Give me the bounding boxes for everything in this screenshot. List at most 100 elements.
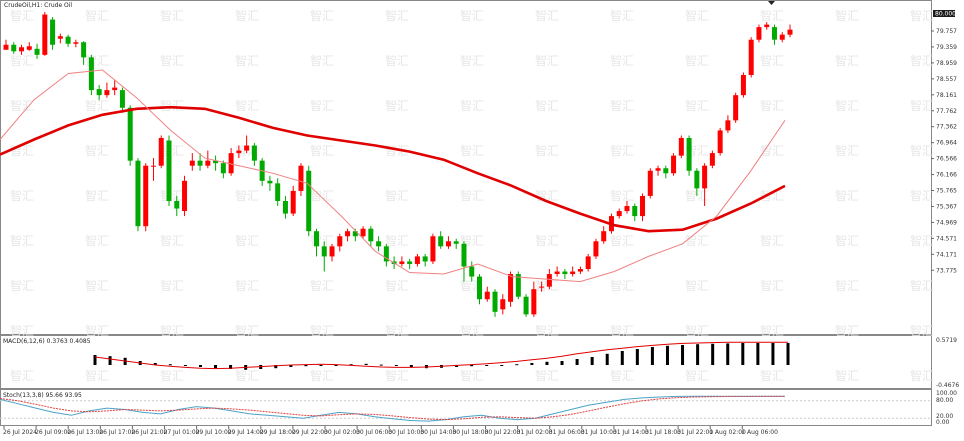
time-axis-label: 30 Jul 22:00 xyxy=(485,429,521,436)
watermark-text: 智汇 xyxy=(460,143,484,158)
candle-body xyxy=(220,163,226,174)
macd-histogram-bar xyxy=(711,343,715,365)
watermark-text: 智汇 xyxy=(85,98,109,113)
candle-body xyxy=(577,269,583,272)
watermark-text: 智汇 xyxy=(160,233,184,248)
stoch-axis-label: 20.00 xyxy=(936,413,953,420)
watermark-text: 智汇 xyxy=(385,278,409,293)
candle-body xyxy=(725,120,731,131)
watermark-text: 智汇 xyxy=(10,98,34,113)
price-axis-label: 78.959 xyxy=(936,60,957,67)
candle-body xyxy=(81,42,87,58)
macd-histogram-bar xyxy=(681,345,685,365)
watermark-text: 智汇 xyxy=(235,368,259,383)
watermark-text: 智汇 xyxy=(685,278,709,293)
time-axis-label: 30 Jul 10:00 xyxy=(388,429,424,436)
watermark-text: 智汇 xyxy=(460,53,484,68)
candle-body xyxy=(453,241,459,244)
watermark-text: 智汇 xyxy=(685,233,709,248)
candle-body xyxy=(104,90,110,96)
stochastic-panel[interactable] xyxy=(0,389,932,426)
watermark-text: 智汇 xyxy=(910,323,934,338)
watermark-text: 智汇 xyxy=(835,323,859,338)
candle-body xyxy=(150,165,156,167)
macd-histogram-bar xyxy=(560,361,564,365)
watermark-text: 智汇 xyxy=(160,98,184,113)
candle-body xyxy=(26,46,32,50)
macd-histogram-bar xyxy=(726,343,730,365)
watermark-text: 智汇 xyxy=(610,188,634,203)
candle-body xyxy=(57,36,63,39)
candle-body xyxy=(445,241,451,247)
macd-histogram-bar xyxy=(515,364,519,366)
candle-body xyxy=(407,261,413,264)
candle-body xyxy=(593,241,599,257)
price-axis-label: 77.762 xyxy=(936,108,957,115)
macd-histogram-bar xyxy=(289,365,293,367)
candle-body xyxy=(616,211,622,217)
watermark-text: 智汇 xyxy=(85,143,109,158)
watermark-text: 智汇 xyxy=(535,53,559,68)
watermark-text: 智汇 xyxy=(460,323,484,338)
price-axis-label: 76.566 xyxy=(936,156,957,163)
candle-body xyxy=(244,145,250,151)
candle-body xyxy=(376,241,382,247)
watermark-text: 智汇 xyxy=(760,368,784,383)
watermark-text: 智汇 xyxy=(535,8,559,23)
watermark-text: 智汇 xyxy=(160,368,184,383)
candle-body xyxy=(430,236,436,262)
candle-body xyxy=(632,206,638,217)
macd-histogram-bar xyxy=(168,364,172,366)
watermark-text: 智汇 xyxy=(910,188,934,203)
watermark-text: 智汇 xyxy=(610,143,634,158)
macd-histogram-bar xyxy=(304,365,308,367)
candle-body xyxy=(484,291,490,300)
macd-signal-line xyxy=(94,341,788,370)
watermark-text: 智汇 xyxy=(85,233,109,248)
watermark-text: 智汇 xyxy=(310,8,334,23)
macd-histogram-bar xyxy=(214,365,218,369)
watermark-text: 智汇 xyxy=(10,53,34,68)
candle-body xyxy=(702,165,708,189)
time-axis-label: 29 Jul 22:00 xyxy=(292,429,328,436)
macd-histogram-bar xyxy=(455,365,459,367)
candle-body xyxy=(19,47,25,52)
macd-series xyxy=(93,341,790,370)
watermark-text: 智汇 xyxy=(85,53,109,68)
watermark-text: 智汇 xyxy=(535,143,559,158)
watermark-text: 智汇 xyxy=(535,233,559,248)
macd-histogram-bar xyxy=(470,365,474,367)
price-axis-label: 74.969 xyxy=(936,219,957,226)
watermark-text: 智汇 xyxy=(610,53,634,68)
time-axis-label: 31 Jul 06:00 xyxy=(549,429,585,436)
watermark-text: 智汇 xyxy=(10,188,34,203)
macd-histogram-bar xyxy=(590,357,594,365)
macd-histogram-bar xyxy=(379,364,383,366)
macd-panel[interactable] xyxy=(0,335,932,389)
candle-body xyxy=(678,137,684,156)
time-axis-label: 31 Jul 22:00 xyxy=(677,429,713,436)
time-axis-label: 30 Jul 18:00 xyxy=(452,429,488,436)
stoch-label: Stoch(13,3,8) 95.66 93.95 xyxy=(3,392,82,399)
watermark-text: 智汇 xyxy=(910,368,934,383)
watermark-text: 智汇 xyxy=(910,8,934,23)
macd-histogram-bar xyxy=(229,365,233,369)
watermark-text: 智汇 xyxy=(235,278,259,293)
price-axis-label: 74.571 xyxy=(936,235,957,242)
watermark-text: 智汇 xyxy=(460,368,484,383)
axes: 79.757 79.359 78.959 78.557 78.161 77.762 77.3… xyxy=(3,28,959,436)
watermark-text: 智汇 xyxy=(760,98,784,113)
watermark-text: 智汇 xyxy=(85,8,109,23)
watermark-text: 智汇 xyxy=(310,188,334,203)
candle-body xyxy=(352,231,358,237)
candle-body xyxy=(267,180,273,184)
macd-histogram-bar xyxy=(500,365,504,366)
price-axis-label: 79.359 xyxy=(936,44,957,51)
candle-body xyxy=(383,246,389,262)
watermark-text: 智汇 xyxy=(310,53,334,68)
time-axis-label: 29 Jul 10:00 xyxy=(196,429,232,436)
watermark-text: 智汇 xyxy=(910,98,934,113)
price-axis-label: 79.757 xyxy=(936,28,957,35)
watermark-text: 智汇 xyxy=(835,8,859,23)
